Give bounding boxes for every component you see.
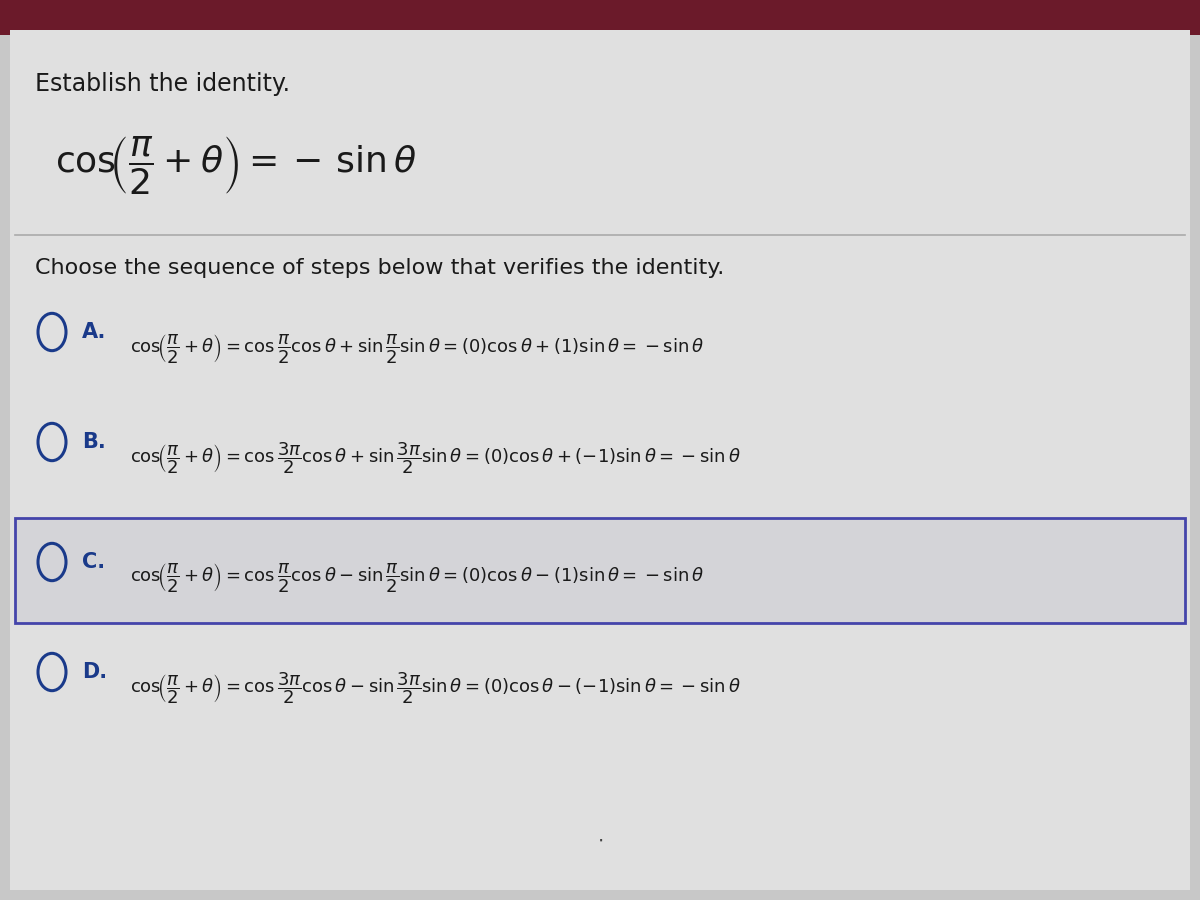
Text: D.: D. xyxy=(82,662,107,682)
Text: $\mathrm{cos}\!\left(\dfrac{\pi}{2}+\theta\right) = \cos\dfrac{3\pi}{2}\cos\thet: $\mathrm{cos}\!\left(\dfrac{\pi}{2}+\the… xyxy=(130,670,740,706)
Text: Establish the identity.: Establish the identity. xyxy=(35,72,290,96)
Text: $\mathrm{cos}\!\left(\dfrac{\pi}{2}+\theta\right) = \cos\dfrac{\pi}{2}\cos\theta: $\mathrm{cos}\!\left(\dfrac{\pi}{2}+\the… xyxy=(130,562,704,595)
Text: $\mathrm{cos}\!\left(\dfrac{\pi}{2}+\theta\right) = \cos\dfrac{\pi}{2}\cos\theta: $\mathrm{cos}\!\left(\dfrac{\pi}{2}+\the… xyxy=(130,331,704,364)
Text: C.: C. xyxy=(82,552,106,572)
Bar xyxy=(14,518,1186,623)
Text: $\mathrm{cos}\!\left(\dfrac{\pi}{2}+\theta\right) = -\,\sin\theta$: $\mathrm{cos}\!\left(\dfrac{\pi}{2}+\the… xyxy=(55,135,416,197)
Bar xyxy=(0,0,1200,35)
Text: $\mathrm{cos}\!\left(\dfrac{\pi}{2}+\theta\right) = \cos\dfrac{3\pi}{2}\cos\thet: $\mathrm{cos}\!\left(\dfrac{\pi}{2}+\the… xyxy=(130,440,740,476)
Text: B.: B. xyxy=(82,432,106,452)
Text: A.: A. xyxy=(82,322,107,342)
Text: $\cdot$: $\cdot$ xyxy=(596,831,604,850)
Text: Choose the sequence of steps below that verifies the identity.: Choose the sequence of steps below that … xyxy=(35,258,725,278)
